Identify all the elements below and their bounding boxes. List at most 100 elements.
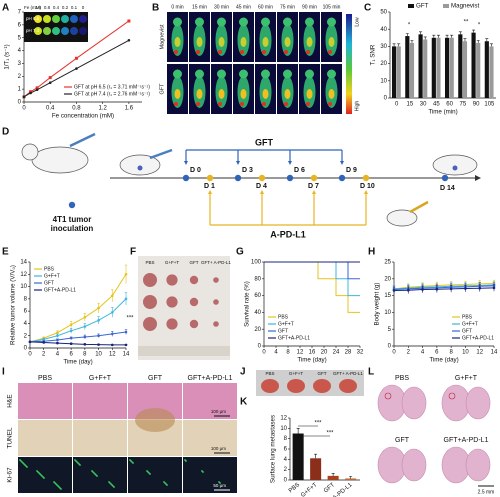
bar bbox=[458, 34, 463, 98]
group-label: GFT bbox=[395, 437, 410, 444]
series-line bbox=[264, 261, 360, 313]
x-tick-label: 0 bbox=[28, 352, 32, 358]
hot-spot bbox=[196, 89, 203, 99]
tumor bbox=[143, 317, 157, 331]
phantom bbox=[79, 15, 87, 23]
bar bbox=[444, 37, 450, 98]
panel-label: B bbox=[152, 3, 159, 14]
lung bbox=[339, 379, 357, 393]
legend-swatch bbox=[408, 4, 414, 8]
x-tick-label: 45 bbox=[433, 102, 440, 108]
group-label: GFT+ A-PD-L1 bbox=[201, 260, 231, 265]
scale-bar-label: 100 μm bbox=[211, 446, 226, 451]
mouse-head bbox=[217, 17, 226, 27]
hot-spot bbox=[284, 37, 291, 47]
x-axis-label: Time (day) bbox=[63, 359, 92, 366]
legend-label: Magnevist bbox=[451, 3, 479, 10]
group-label: G+F+T bbox=[89, 375, 112, 382]
tumor bbox=[137, 165, 143, 171]
ruler bbox=[138, 346, 230, 356]
tumor bbox=[189, 297, 199, 307]
x-tick-label: 12 bbox=[297, 350, 304, 356]
time-label: 105 min bbox=[323, 4, 341, 10]
bar bbox=[310, 458, 322, 480]
y-tick-label: 2 bbox=[24, 333, 28, 339]
y-tick-label: 0 bbox=[258, 344, 262, 350]
error-bar bbox=[463, 38, 467, 42]
lung-section bbox=[465, 448, 491, 482]
inset-row: pH 7.4 bbox=[26, 28, 40, 33]
y-tick-label: 4 bbox=[284, 457, 288, 463]
data-point bbox=[124, 272, 128, 276]
legend-label: GFT at pH 6.5 (r₁ = 3.71 mM⁻¹s⁻¹) bbox=[74, 84, 150, 90]
data-point bbox=[42, 341, 46, 344]
mouse-head bbox=[173, 69, 182, 79]
x-tick-label: 4 bbox=[274, 350, 278, 356]
error-bar bbox=[436, 34, 440, 38]
x-tick-label: G+F+T bbox=[300, 482, 319, 497]
y-tick-label: 8 bbox=[24, 296, 28, 302]
legend-label: PBS bbox=[462, 314, 473, 320]
x-tick-label: GFT bbox=[323, 482, 336, 495]
row-label: Magnevist bbox=[159, 24, 165, 50]
data-point bbox=[110, 343, 114, 347]
day-marker bbox=[182, 174, 190, 182]
arrow bbox=[288, 161, 292, 165]
x-tick-label: 12 bbox=[476, 350, 483, 356]
y-tick-label: 1 bbox=[18, 87, 22, 93]
bracket bbox=[298, 425, 330, 437]
significance: * bbox=[478, 23, 481, 29]
panel-label: D bbox=[2, 127, 9, 138]
data-point bbox=[42, 338, 46, 341]
colorbar-label: Low bbox=[354, 17, 360, 27]
data-point bbox=[124, 343, 128, 347]
inset-label: Fe (mM) bbox=[24, 5, 41, 10]
x-tick-label: 1.6 bbox=[125, 106, 134, 112]
y-tick-label: 0 bbox=[284, 478, 288, 484]
data-point bbox=[97, 319, 100, 322]
row-label: GFT bbox=[159, 83, 165, 95]
day-marker bbox=[206, 174, 214, 182]
phantom bbox=[70, 15, 78, 23]
legend-label: G+F+T bbox=[44, 273, 60, 279]
y-tick-label: 5 bbox=[18, 35, 22, 41]
ki67-dot bbox=[219, 482, 221, 484]
y-tick-label: 0 bbox=[384, 96, 388, 102]
mouse bbox=[119, 154, 161, 176]
x-tick-label: 105 bbox=[484, 102, 495, 108]
time-label: 30 min bbox=[214, 4, 229, 10]
x-tick-label: 10 bbox=[95, 352, 102, 358]
x-tick-label: 2 bbox=[42, 352, 46, 358]
tumor bbox=[166, 274, 178, 286]
hot-spot bbox=[240, 50, 244, 54]
ki67-dot bbox=[79, 464, 81, 466]
mouse-head bbox=[239, 17, 248, 27]
hot-spot bbox=[306, 102, 310, 106]
y-tick-label: 10 bbox=[280, 426, 287, 432]
data-point bbox=[97, 306, 100, 310]
hot-spot bbox=[218, 37, 225, 47]
day-label: D 9 bbox=[346, 167, 357, 174]
stain-label: H&E bbox=[7, 394, 14, 408]
hot-spot bbox=[262, 89, 269, 99]
y-tick-label: 14 bbox=[20, 260, 27, 266]
phantom bbox=[34, 27, 42, 35]
panel-label: A bbox=[2, 3, 9, 14]
x-tick-label: 14 bbox=[123, 352, 130, 358]
phantom bbox=[52, 15, 60, 23]
y-tick-label: 2 bbox=[284, 467, 288, 473]
x-tick-label: 75 bbox=[460, 102, 467, 108]
data-point bbox=[478, 286, 482, 290]
panel-label: H bbox=[368, 247, 375, 258]
histology-image bbox=[18, 383, 72, 419]
hot-spot bbox=[174, 89, 181, 99]
group-label: GFT bbox=[148, 375, 163, 382]
phantom bbox=[34, 15, 42, 23]
data-point bbox=[97, 343, 100, 346]
phantom bbox=[79, 27, 87, 35]
error-bar bbox=[489, 43, 493, 47]
legend-label: GFT bbox=[44, 280, 54, 286]
bar bbox=[327, 475, 339, 480]
inset-row: pH 6.5 bbox=[26, 16, 40, 21]
data-point bbox=[110, 332, 114, 336]
